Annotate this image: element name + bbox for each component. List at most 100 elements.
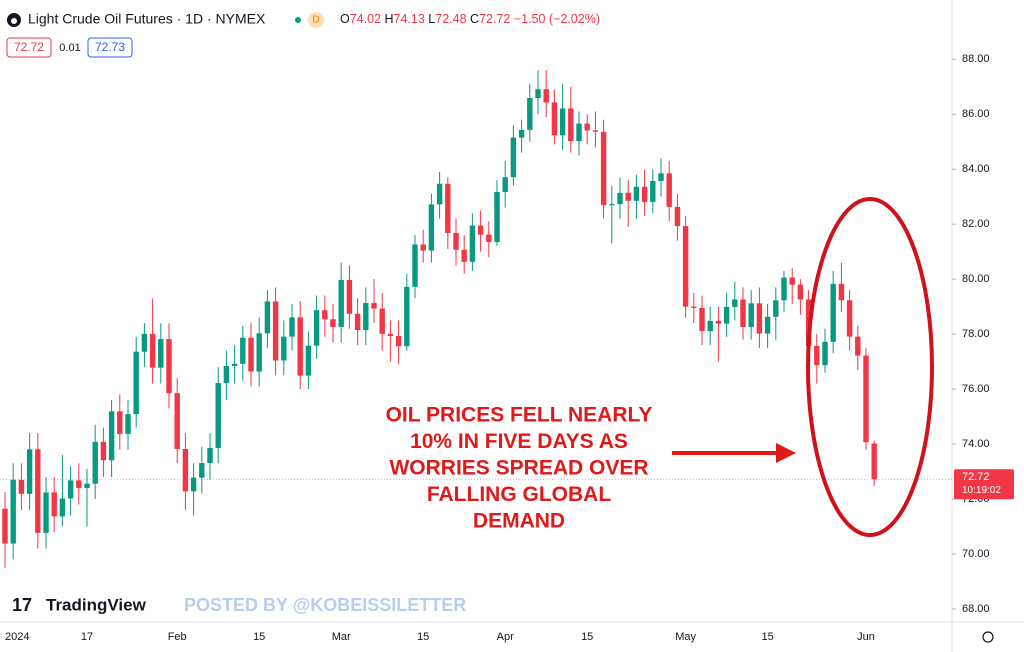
candle-body: [477, 225, 484, 235]
candle-body: [641, 186, 648, 202]
last-price-tag: [954, 469, 1014, 500]
y-tick-label: 80.00: [962, 273, 990, 285]
candle-body: [617, 192, 623, 205]
candle-body: [527, 97, 533, 130]
candle-body: [59, 498, 66, 517]
brand: TradingView: [46, 595, 147, 614]
candle-body: [346, 279, 353, 314]
x-tick-label: 2024: [5, 631, 29, 643]
candle-body: [354, 313, 361, 330]
candle-body: [551, 102, 558, 136]
candle-body: [781, 277, 787, 301]
candle-body: [535, 89, 541, 98]
chart-title: Light Crude Oil Futures · 1D · NYMEX: [28, 11, 266, 27]
candle-body: [822, 341, 828, 366]
candle-body: [92, 441, 98, 484]
candle-body: [395, 336, 402, 347]
ohlc-value: 72.48: [435, 12, 466, 26]
candle-body: [633, 186, 640, 201]
x-tick-label: 15: [761, 631, 773, 643]
candle-body: [363, 303, 369, 330]
y-tick-label: 86.00: [962, 108, 990, 120]
badge-bg: [308, 12, 324, 28]
x-tick-label: Jun: [857, 631, 875, 643]
x-tick-label: 17: [81, 631, 93, 643]
x-tick-label: Feb: [168, 631, 187, 643]
annotation-line: DEMAND: [473, 510, 565, 533]
y-tick-label: 78.00: [962, 328, 990, 340]
candle-body: [133, 351, 139, 415]
y-tick-label: 76.00: [962, 383, 990, 395]
candle-body: [313, 310, 320, 346]
candle-body: [387, 333, 394, 337]
candle-body: [404, 286, 410, 347]
candle-body: [518, 129, 525, 138]
countdown: 10:19:02: [962, 485, 1001, 496]
last-price-label: 72.72: [962, 471, 990, 483]
candle-body: [863, 355, 869, 443]
candle-body: [871, 443, 877, 480]
candle-body: [207, 447, 213, 464]
candle-body: [814, 345, 820, 366]
candle-body: [182, 449, 189, 492]
candle-body: [330, 319, 336, 327]
candle-body: [420, 244, 426, 251]
candle-body: [510, 137, 517, 178]
status-dot: [295, 17, 301, 23]
candle-body: [190, 477, 197, 492]
candle-body: [609, 204, 615, 206]
candle-body: [797, 284, 804, 300]
candle-body: [149, 333, 156, 368]
candle-body: [240, 337, 246, 364]
y-tick-label: 68.00: [962, 603, 990, 615]
y-tick-label: 70.00: [962, 548, 990, 560]
candle-body: [51, 492, 57, 517]
ohlc-letter: O: [340, 12, 350, 26]
candle-body: [264, 301, 271, 334]
candle-body: [494, 192, 500, 243]
settings-icon[interactable]: [982, 631, 994, 643]
annotation-line: 10% IN FIVE DAYS AS: [410, 430, 628, 453]
candle-body: [855, 336, 861, 356]
candle-body: [732, 299, 738, 307]
candle-body: [543, 89, 549, 103]
ohlc-value: 72.72: [479, 12, 510, 26]
candle-body: [10, 479, 16, 544]
logo-mark: 17: [12, 595, 32, 615]
x-tick-label: Mar: [332, 631, 351, 643]
annotation-line: WORRIES SPREAD OVER: [389, 457, 648, 480]
candle-body: [125, 414, 131, 434]
candle-body: [592, 130, 599, 132]
annotation-line: FALLING GLOBAL: [427, 483, 611, 506]
buy-box[interactable]: [87, 37, 133, 58]
candle-body: [568, 108, 574, 142]
candle-body: [838, 283, 845, 301]
symbol-icon-drop: [11, 18, 17, 24]
y-tick-label: 82.00: [962, 218, 990, 230]
candle-body: [740, 299, 746, 327]
buy-price[interactable]: 72.73: [95, 40, 125, 54]
sell-box[interactable]: [6, 37, 52, 58]
candle-body: [174, 393, 180, 450]
highlight-ellipse: [806, 197, 934, 537]
arrow-head: [776, 443, 796, 463]
candle-body: [248, 337, 254, 372]
candle-body: [26, 449, 33, 494]
candle-body: [281, 336, 287, 361]
candle-body: [84, 483, 90, 489]
candle-body: [18, 479, 25, 494]
candle-body: [231, 363, 238, 367]
candle-body: [691, 306, 697, 309]
candle-body: [559, 108, 566, 136]
candle-body: [846, 300, 853, 337]
sell-price[interactable]: 72.72: [14, 40, 44, 54]
annotation: OIL PRICES FELL NEARLY 10% IN FIVE DAYS A…: [386, 404, 653, 533]
candle-body: [76, 480, 82, 489]
candle-body: [289, 317, 295, 337]
candle-body: [35, 449, 41, 533]
candle-body: [723, 306, 730, 324]
candle-body: [256, 333, 262, 372]
x-tick-label: 15: [581, 631, 593, 643]
candle-body: [100, 441, 107, 461]
candle-body: [158, 339, 164, 368]
